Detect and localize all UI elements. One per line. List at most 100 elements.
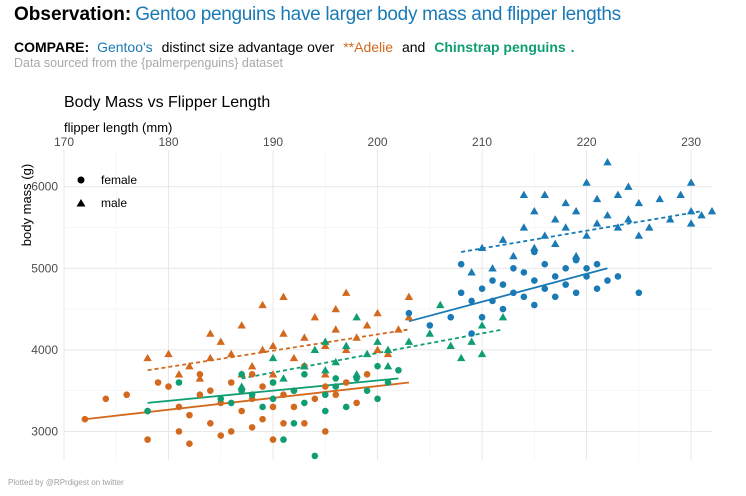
- point-gentoo-male: [467, 268, 476, 276]
- point-gentoo-female: [562, 264, 569, 272]
- point-chinstrap-female: [301, 371, 308, 378]
- point-chinstrap-male: [383, 345, 393, 354]
- point-chinstrap-male: [362, 349, 372, 358]
- point-adelie-female: [238, 407, 245, 415]
- point-chinstrap-male: [467, 337, 476, 345]
- point-gentoo-male: [603, 158, 612, 166]
- point-chinstrap-male: [341, 341, 351, 349]
- point-chinstrap-female: [144, 407, 151, 415]
- chart-title: Body Mass vs Flipper Length: [64, 94, 270, 111]
- point-gentoo-male: [624, 182, 633, 190]
- point-gentoo-female: [541, 260, 549, 268]
- point-adelie-male: [268, 341, 278, 349]
- point-adelie-female: [363, 371, 371, 378]
- point-chinstrap-male: [477, 321, 487, 329]
- point-gentoo-male: [561, 223, 570, 231]
- point-chinstrap-female: [395, 366, 402, 374]
- point-adelie-female: [311, 395, 319, 403]
- point-chinstrap-male: [321, 337, 330, 345]
- trend-lines: [84, 210, 702, 421]
- point-chinstrap-male: [279, 374, 288, 382]
- point-adelie-female: [280, 391, 287, 399]
- point-gentoo-male: [571, 206, 581, 215]
- point-gentoo-female: [562, 281, 569, 288]
- point-chinstrap-male: [310, 345, 320, 354]
- y-axis-title: body mass (g): [19, 164, 34, 246]
- compare-gentoo: Gentoo's: [97, 39, 153, 55]
- point-chinstrap-male: [456, 353, 466, 362]
- point-gentoo-female: [499, 281, 507, 288]
- point-chinstrap-female: [301, 399, 308, 407]
- point-gentoo-female: [583, 273, 590, 280]
- point-chinstrap-female: [238, 371, 245, 378]
- point-chinstrap-female: [227, 399, 235, 407]
- point-adelie-female: [175, 403, 183, 411]
- point-chinstrap-male: [498, 313, 508, 321]
- point-gentoo-female: [468, 330, 475, 337]
- headline-rest: Gentoo penguins have larger body mass an…: [135, 4, 621, 25]
- point-adelie-male: [143, 353, 152, 362]
- point-gentoo-male: [624, 215, 633, 223]
- y-tick-label: 6000: [31, 180, 58, 194]
- point-adelie-male: [227, 349, 236, 358]
- point-gentoo-female: [614, 273, 622, 280]
- point-gentoo-female: [468, 297, 475, 305]
- point-chinstrap-female: [363, 387, 371, 394]
- point-gentoo-female: [457, 260, 465, 268]
- point-adelie-male: [352, 333, 361, 341]
- point-gentoo-female: [551, 293, 559, 301]
- point-chinstrap-male: [352, 370, 361, 378]
- point-adelie-male: [268, 370, 278, 378]
- compare-and: and: [401, 39, 426, 55]
- y-tick-label: 3000: [31, 424, 58, 438]
- point-gentoo-male: [477, 243, 487, 252]
- point-adelie-male: [331, 325, 340, 333]
- y-tick-label: 5000: [31, 261, 58, 275]
- point-gentoo-male: [592, 219, 602, 227]
- point-adelie-male: [383, 349, 393, 358]
- point-gentoo-male: [530, 206, 539, 215]
- point-adelie-female: [259, 415, 266, 423]
- point-gentoo-male: [697, 211, 706, 219]
- x-tick-label: 170: [54, 135, 74, 149]
- point-adelie-male: [310, 313, 320, 321]
- x-tick-label: 200: [368, 135, 388, 149]
- point-adelie-female: [280, 419, 287, 427]
- point-chinstrap-female: [374, 395, 381, 403]
- point-chinstrap-male: [300, 361, 309, 370]
- point-adelie-female: [186, 440, 193, 447]
- point-gentoo-male: [686, 219, 696, 227]
- point-adelie-male: [258, 300, 267, 309]
- point-adelie-female: [227, 379, 235, 386]
- point-gentoo-male: [551, 239, 560, 247]
- point-adelie-female: [207, 419, 214, 427]
- point-gentoo-male: [634, 231, 644, 239]
- point-chinstrap-male: [268, 353, 278, 362]
- point-adelie-male: [237, 321, 246, 329]
- point-gentoo-male: [509, 251, 518, 260]
- point-adelie-female: [227, 428, 235, 435]
- point-chinstrap-female: [311, 452, 319, 460]
- point-adelie-male: [206, 329, 215, 337]
- point-adelie-female: [269, 436, 277, 443]
- point-chinstrap-female: [269, 379, 277, 386]
- point-gentoo-female: [551, 273, 559, 280]
- point-gentoo-female: [583, 264, 590, 272]
- point-chinstrap-male: [373, 337, 382, 345]
- legend: female male: [76, 173, 137, 210]
- point-gentoo-male: [488, 264, 497, 272]
- trend-line-chinstrap-male: [241, 328, 504, 380]
- point-gentoo-female: [510, 264, 517, 272]
- point-adelie-male: [321, 341, 330, 349]
- point-gentoo-male: [561, 198, 570, 207]
- point-gentoo-male: [676, 190, 685, 199]
- point-adelie-female: [186, 411, 193, 419]
- point-chinstrap-female: [321, 391, 329, 399]
- point-chinstrap-female: [290, 419, 298, 427]
- point-chinstrap-male: [321, 366, 330, 374]
- point-adelie-female: [269, 403, 277, 411]
- point-gentoo-male: [519, 223, 529, 231]
- point-gentoo-female: [593, 260, 601, 268]
- point-gentoo-female: [405, 309, 413, 317]
- point-adelie-female: [353, 399, 360, 407]
